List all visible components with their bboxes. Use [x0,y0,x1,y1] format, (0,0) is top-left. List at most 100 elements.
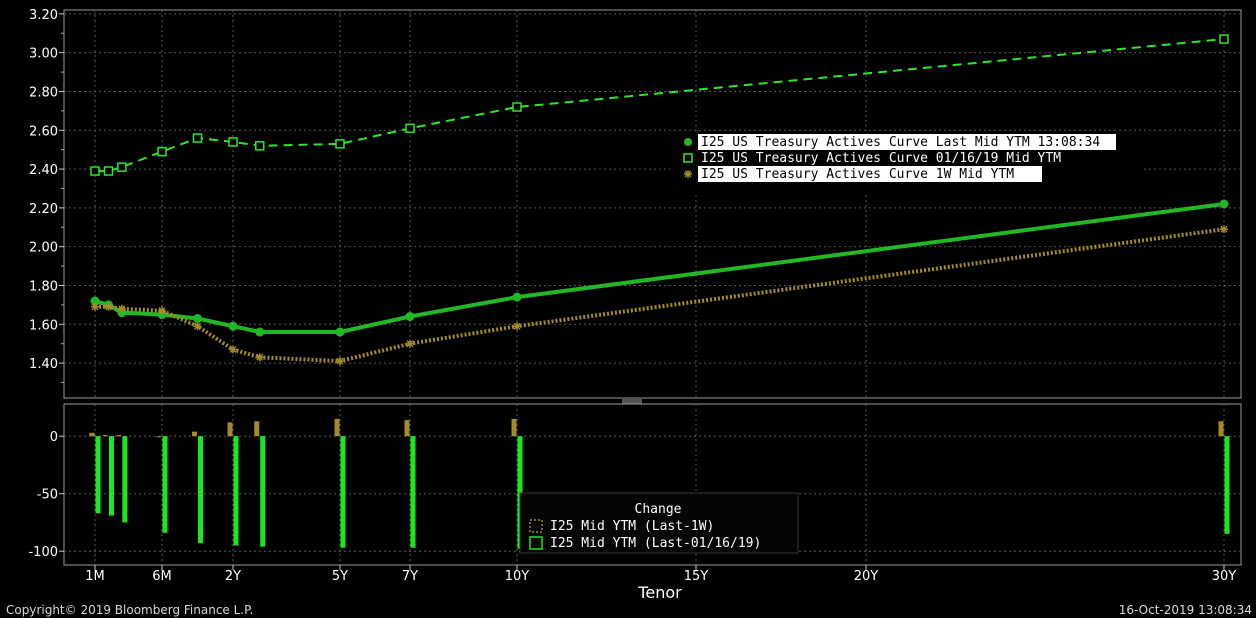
y-tick-label: 3.00 [29,47,58,62]
y-tick-label: 3.20 [29,8,58,23]
bar-last-011619 [410,436,416,548]
yield-legend[interactable]: I25 US Treasury Actives Curve Last Mid Y… [670,131,1142,193]
series-point-2 [1219,34,1229,44]
series-point-2 [117,162,127,172]
series-point-3 [406,339,414,348]
copyright-text: Copyright© 2019 Bloomberg Finance L.P. [6,603,254,617]
y-tick-label: 2.20 [29,202,58,217]
change-legend-swatch [529,536,543,550]
change-legend-title: Change [635,502,682,517]
legend-square-icon [683,153,693,163]
bar-last-011619 [122,436,128,523]
legend-entry-label: I25 US Treasury Actives Curve 01/16/19 M… [701,151,1061,166]
x-tick-label: 20Y [854,569,879,584]
y-tick-label: 1.40 [29,357,58,372]
series-point-1 [193,313,202,323]
star-stroke [406,340,414,348]
change-legend-swatch [529,519,543,533]
y-tick-label: 1.80 [29,279,58,294]
legend-dot-icon [684,138,692,146]
series-point-1 [512,292,522,302]
series-point-2 [157,146,167,157]
star-stroke [91,303,99,311]
series-point-1 [405,312,415,322]
series-point-2 [103,166,114,176]
y-tick-label: 2.60 [29,124,58,139]
star-stroke [118,305,126,313]
change-legend-label: I25 Mid YTM (Last-01/16/19) [550,536,761,551]
y-tick-label: -100 [28,545,58,560]
star-stroke [513,322,521,330]
bar-last-011619 [95,436,101,514]
series-point-3 [513,322,521,331]
legend-entry-label: I25 US Treasury Actives Curve Last Mid Y… [701,135,1100,150]
y-tick-label: 2.80 [29,85,58,100]
series-point-1 [228,321,238,331]
series-point-1 [335,327,345,337]
series-point-3 [117,304,126,313]
bar-last-1w [156,436,162,438]
change-legend-box [519,492,799,554]
series-point-1 [1219,199,1229,209]
yield-curve-panel: 3.20 3.00 2.80 2.60 2.40 2.20 2.00 1.80 1.60 1.40 [29,8,1242,404]
bar-last-1w [334,418,340,437]
series-point-3 [229,345,237,354]
x-tick-label: 5Y [332,569,348,584]
y-tick-label: 1.60 [29,318,58,333]
bar-last-1w [89,432,95,437]
bar-last-1w [254,421,260,437]
legend-star-icon [684,170,692,178]
x-tick-label: 7Y [402,569,418,584]
x-tick-label: 30Y [1212,569,1237,584]
bar-last-1w [102,435,108,437]
x-tick-label: 15Y [684,569,709,584]
star-stroke [684,170,692,178]
star-stroke [229,345,237,354]
bar-last-1w [116,435,122,437]
series-point-2 [192,133,203,143]
star-stroke [158,307,166,315]
star-stroke [104,303,113,311]
bar-last-1w [511,418,517,437]
series-point-3 [193,322,202,331]
legend-entry-label: I25 US Treasury Actives Curve 1W Mid YTM [701,167,1014,182]
bar-last-011619 [1224,436,1230,534]
x-axis-title: Tenor [637,583,682,602]
bar-last-011619 [340,436,346,548]
y-tick-label: 2.40 [29,163,58,178]
series-point-2 [335,139,345,149]
y-tick-label: -50 [37,488,58,503]
bar-last-1w [1218,421,1224,437]
bar-last-011619 [108,436,114,516]
bar-last-011619 [233,436,239,546]
series-point-2 [255,141,265,151]
star-stroke [193,322,202,330]
star-stroke [336,357,344,365]
series-point-3 [104,302,113,311]
series-point-3 [336,357,344,366]
change-legend[interactable]: Change I25 Mid YTM (Last-1W) I25 Mid YTM (… [519,492,799,554]
x-tick-label: 10Y [505,569,530,584]
series-point-2 [512,102,522,112]
y-tick-label: 2.00 [29,241,58,256]
bar-last-011619 [162,436,168,533]
legend-highlight [698,134,1116,150]
x-tick-label: 2Y [225,569,241,584]
series-point-3 [158,306,166,315]
bar-last-1w [227,422,233,437]
panel-divider-handle [622,399,642,404]
legend-highlight [698,166,1042,182]
x-tick-label: 6M [152,569,172,584]
star-stroke [1220,225,1228,233]
bar-last-1w [404,420,410,437]
bar-last-011619 [198,436,203,544]
bar-last-011619 [260,436,266,547]
series-point-2 [228,137,238,147]
star-stroke [256,353,264,361]
series-point-1 [255,327,265,337]
series-point-2 [90,166,100,176]
tenor-x-axis: 1M 6M 2Y 5Y 7Y 10Y 15Y 20Y 30Y [85,565,1236,584]
series-point-3 [255,353,264,362]
timestamp-text: 16-Oct-2019 13:08:34 [1118,603,1252,617]
